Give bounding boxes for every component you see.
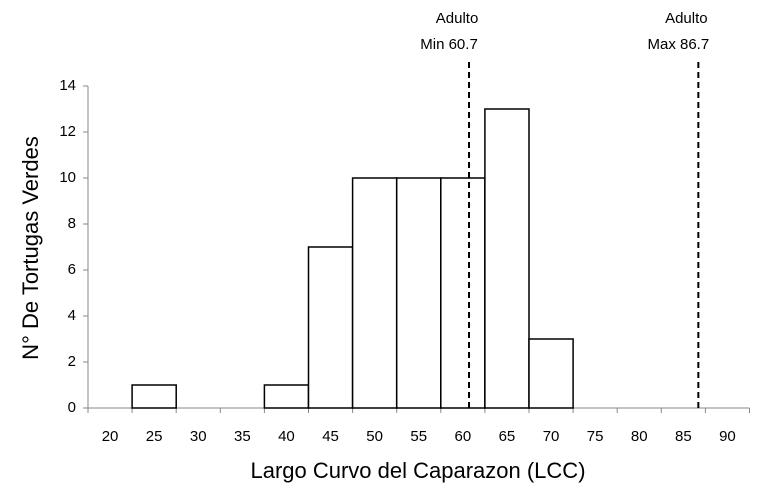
- x-tick-label: 50: [366, 428, 383, 445]
- y-tick-label: 10: [59, 169, 76, 186]
- bar: [307, 246, 354, 409]
- bar: [484, 108, 530, 409]
- x-tick-label: 40: [278, 428, 295, 445]
- y-tick-label: 0: [68, 399, 76, 416]
- bar: [528, 338, 574, 409]
- x-tick-label: 65: [499, 428, 516, 445]
- x-tick-label: 45: [322, 428, 339, 445]
- x-tick-label: 85: [675, 428, 692, 445]
- annotation-label: Adulto: [436, 10, 479, 27]
- x-tick-label: 20: [102, 428, 119, 445]
- bar: [263, 384, 310, 409]
- annotation-label: Min 60.7: [420, 36, 478, 53]
- y-tick-label: 8: [68, 215, 76, 232]
- bar: [351, 177, 398, 409]
- x-tick-label: 75: [587, 428, 604, 445]
- annotation-label: Max 86.7: [647, 36, 709, 53]
- bar: [395, 177, 442, 409]
- y-tick-label: 4: [68, 307, 76, 324]
- x-tick-label: 30: [190, 428, 207, 445]
- x-tick-label: 55: [410, 428, 427, 445]
- bar: [440, 177, 486, 409]
- x-tick-label: 35: [234, 428, 251, 445]
- y-tick-label: 14: [59, 77, 76, 94]
- y-axis-title: N° De Tortugas Verdes: [18, 136, 43, 360]
- y-tick-label: 6: [68, 261, 76, 278]
- x-tick-label: 90: [719, 428, 736, 445]
- x-tick-label: 60: [455, 428, 472, 445]
- x-tick-label: 25: [146, 428, 163, 445]
- y-tick-label: 12: [59, 123, 76, 140]
- bar: [131, 384, 177, 409]
- x-axis-title: Largo Curvo del Caparazon (LCC): [250, 458, 585, 483]
- x-tick-label: 80: [631, 428, 648, 445]
- x-tick-label: 70: [543, 428, 560, 445]
- y-tick-label: 2: [68, 353, 76, 370]
- annotation-label: Adulto: [665, 10, 708, 27]
